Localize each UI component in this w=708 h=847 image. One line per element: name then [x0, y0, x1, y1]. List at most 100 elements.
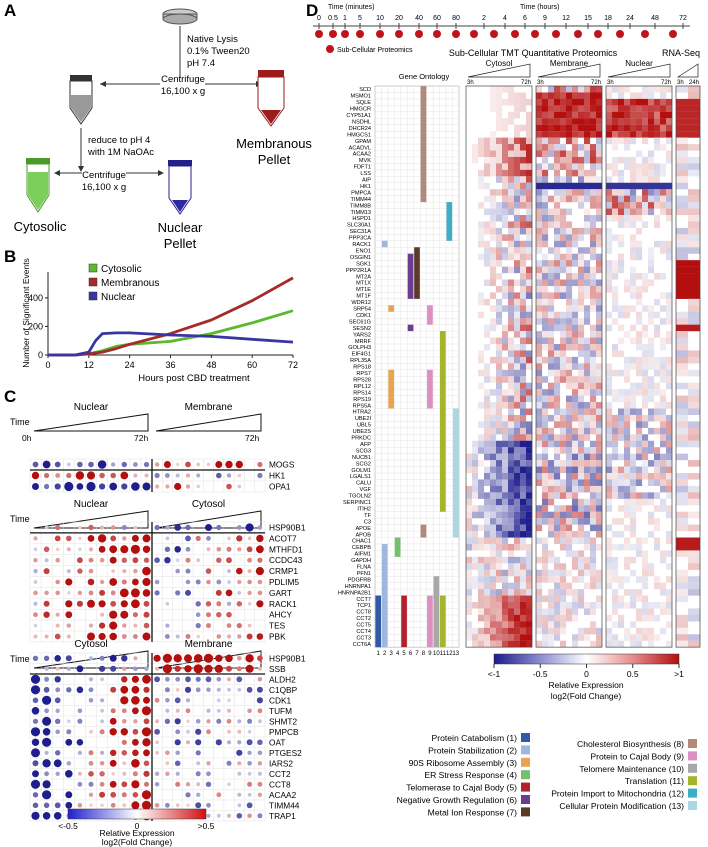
heatmap-cell — [590, 305, 597, 312]
heatmap-cell — [520, 614, 527, 622]
heatmap-cell — [566, 434, 573, 441]
heatmap-cell — [508, 98, 515, 106]
heatmap-cell — [676, 453, 689, 461]
heatmap-cell — [666, 531, 673, 538]
heatmap-cell — [542, 260, 549, 267]
bubble — [257, 579, 263, 585]
timeline-tick-label: 24 — [626, 15, 634, 22]
heatmap-cell — [496, 318, 503, 325]
heatmap-cell — [496, 305, 503, 312]
heatmap-cell — [548, 350, 555, 357]
heatmap-cell — [688, 144, 701, 151]
heatmap-cell — [566, 273, 573, 280]
bubble — [66, 687, 72, 693]
heatmap-cell — [548, 86, 555, 93]
heatmap-cell — [526, 550, 533, 557]
heatmap-cell — [572, 331, 579, 338]
heatmap-cell — [578, 421, 585, 428]
heatmap-cell — [508, 156, 515, 164]
bubble — [65, 738, 73, 746]
heatmap-cell — [520, 382, 527, 390]
heatmap-cell — [484, 169, 491, 177]
heatmap-cell — [676, 169, 689, 177]
bubble — [86, 481, 96, 492]
bubble — [205, 524, 212, 531]
heatmap-cell — [514, 298, 521, 306]
time-label: Time — [10, 654, 30, 664]
heatmap-cell — [560, 543, 567, 551]
heatmap-cell — [502, 531, 509, 538]
heatmap-cell — [560, 408, 567, 416]
bubble — [77, 803, 83, 808]
heatmap-cell — [584, 247, 591, 254]
heatmap-cell — [618, 92, 625, 99]
heatmap-cell — [502, 156, 509, 164]
heatmap-cell — [660, 169, 667, 177]
bubble — [42, 728, 51, 736]
bubble — [216, 677, 222, 682]
heatmap-cell — [648, 279, 655, 287]
heatmap-cell — [606, 408, 613, 416]
gene-label: PPP3CA — [349, 236, 371, 242]
bubble — [66, 535, 72, 542]
heatmap-cell — [502, 98, 509, 106]
heatmap-cell — [502, 453, 509, 461]
gene-label: LGALS1 — [350, 474, 371, 480]
heatmap-cell — [676, 395, 689, 403]
heatmap-cell — [596, 576, 603, 583]
heatmap-cell — [654, 460, 661, 467]
heatmap-cell — [514, 150, 521, 158]
heatmap-cell — [560, 124, 567, 132]
heatmap-cell — [520, 137, 527, 145]
go-term-label: Telomere Maintenance (10) — [579, 764, 684, 774]
heatmap-cell — [508, 531, 515, 538]
heatmap-cell — [542, 234, 549, 241]
heatmap-cell — [596, 363, 603, 370]
sampling-dot — [356, 30, 364, 38]
heatmap-cell — [478, 602, 485, 609]
heatmap-cell — [554, 169, 561, 177]
bubble — [237, 484, 242, 489]
heatmap-cell — [612, 434, 619, 441]
heatmap-cell — [478, 137, 485, 145]
heatmap-cell — [688, 86, 701, 93]
heatmap-cell — [566, 602, 573, 609]
heatmap-cell — [636, 98, 643, 106]
bubble — [122, 803, 127, 808]
heatmap-cell — [688, 111, 701, 119]
heatmap-cell — [642, 421, 649, 428]
heatmap-cell — [606, 640, 613, 648]
time-wedge — [155, 413, 262, 432]
bubble — [185, 792, 191, 798]
heatmap-cell — [630, 434, 637, 441]
heatmap-cell — [584, 279, 591, 287]
bubble — [88, 760, 94, 766]
heatmap-cell — [618, 176, 625, 183]
heatmap-cell — [636, 131, 643, 138]
membranous-pellet-label-2: Pellet — [258, 152, 291, 167]
heatmap-cell — [630, 524, 637, 532]
heatmap-cell — [578, 460, 585, 467]
heatmap-cell — [514, 318, 521, 325]
gene-label: ACAA2 — [269, 790, 297, 800]
heatmap-cell — [590, 98, 597, 106]
heatmap-cell — [508, 86, 515, 93]
bubble — [99, 791, 106, 798]
heatmap-cell — [666, 337, 673, 345]
bubble — [66, 761, 72, 766]
heatmap-cell — [508, 621, 515, 628]
bubble — [257, 708, 263, 714]
heatmap-cell — [596, 105, 603, 112]
heatmap-cell — [624, 627, 631, 635]
heatmap-cell — [642, 182, 649, 190]
heatmap-cell — [630, 137, 637, 145]
bubble — [120, 728, 128, 736]
bubble — [175, 687, 180, 692]
heatmap-cell — [606, 634, 613, 641]
heatmap-cell — [642, 356, 649, 364]
heatmap-cell — [542, 118, 549, 125]
heatmap-cell — [548, 105, 555, 112]
heatmap-cell — [502, 582, 509, 590]
heatmap-cell — [642, 460, 649, 467]
go-term-swatch — [521, 757, 530, 767]
